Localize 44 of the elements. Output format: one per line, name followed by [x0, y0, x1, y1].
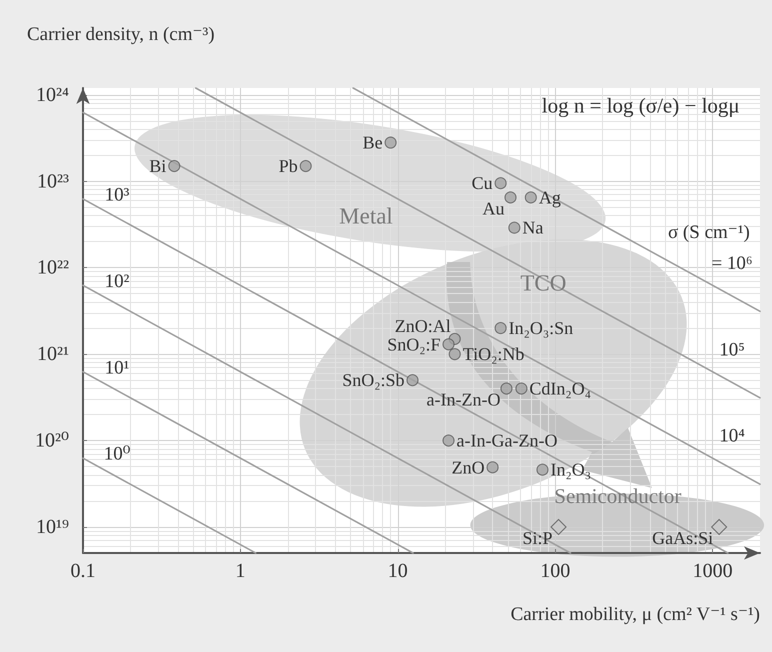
- x-tick-label: 10: [388, 560, 408, 582]
- series-label: 10⁰: [104, 444, 131, 465]
- annotation: σ (S cm⁻¹): [668, 222, 750, 243]
- x-tick-label: 100: [540, 560, 570, 582]
- y-tick-label: 10²⁰: [34, 430, 69, 452]
- x-tick-label: 1000: [692, 560, 733, 582]
- series-label: 10³: [104, 184, 130, 206]
- annotation: TiO₂:Nb: [462, 344, 524, 364]
- annotation: TCO: [520, 270, 566, 296]
- series-label: 10⁵: [719, 339, 745, 360]
- annotation: ZnO: [452, 457, 485, 478]
- annotation: Bi: [149, 156, 166, 176]
- annotation: Si:P: [522, 528, 553, 548]
- annotation: ZnO:Al: [394, 316, 451, 336]
- annotation: SnO₂:Sb: [342, 370, 405, 390]
- series-label: 10²: [104, 270, 130, 292]
- annotation: In₂O₃: [550, 460, 592, 480]
- y-tick-label: 10²¹: [37, 343, 69, 366]
- annotation: Au: [482, 198, 505, 218]
- annotation: a-In-Zn-O: [426, 390, 500, 410]
- annotation: CdIn₂O₄: [529, 378, 591, 399]
- y-tick-label: 10¹⁹: [36, 516, 70, 538]
- annotation: Na: [522, 218, 544, 238]
- annotation: Semiconductor: [554, 484, 682, 508]
- annotation: Pb: [278, 156, 298, 176]
- series-label: 10⁴: [719, 426, 746, 447]
- annotation: Ag: [538, 187, 561, 208]
- annotation: GaAs:Si: [652, 528, 714, 548]
- annotation: Be: [362, 132, 383, 153]
- x-tick-label: 0.1: [70, 560, 96, 582]
- annotation: log n = log (σ/e) − logμ: [542, 93, 740, 118]
- annotation: Metal: [339, 203, 393, 228]
- y-axis-title: Carrier density, n (cm⁻³): [27, 24, 215, 45]
- y-tick-label: 10²⁴: [36, 84, 70, 106]
- annotation: SnO₂:F: [387, 334, 441, 354]
- annotation: In₂O₃:Sn: [508, 318, 574, 338]
- x-axis-title: Carrier mobility, μ (cm² V⁻¹ s⁻¹): [510, 604, 760, 625]
- series-label: = 10⁶: [711, 252, 753, 274]
- annotation: Cu: [472, 173, 493, 194]
- annotation: a-In-Ga-Zn-O: [456, 430, 558, 451]
- x-tick-label: 1: [235, 560, 246, 582]
- series-label: 10¹: [104, 357, 130, 378]
- y-tick-label: 10²²: [37, 256, 69, 279]
- y-tick-label: 10²³: [37, 170, 69, 192]
